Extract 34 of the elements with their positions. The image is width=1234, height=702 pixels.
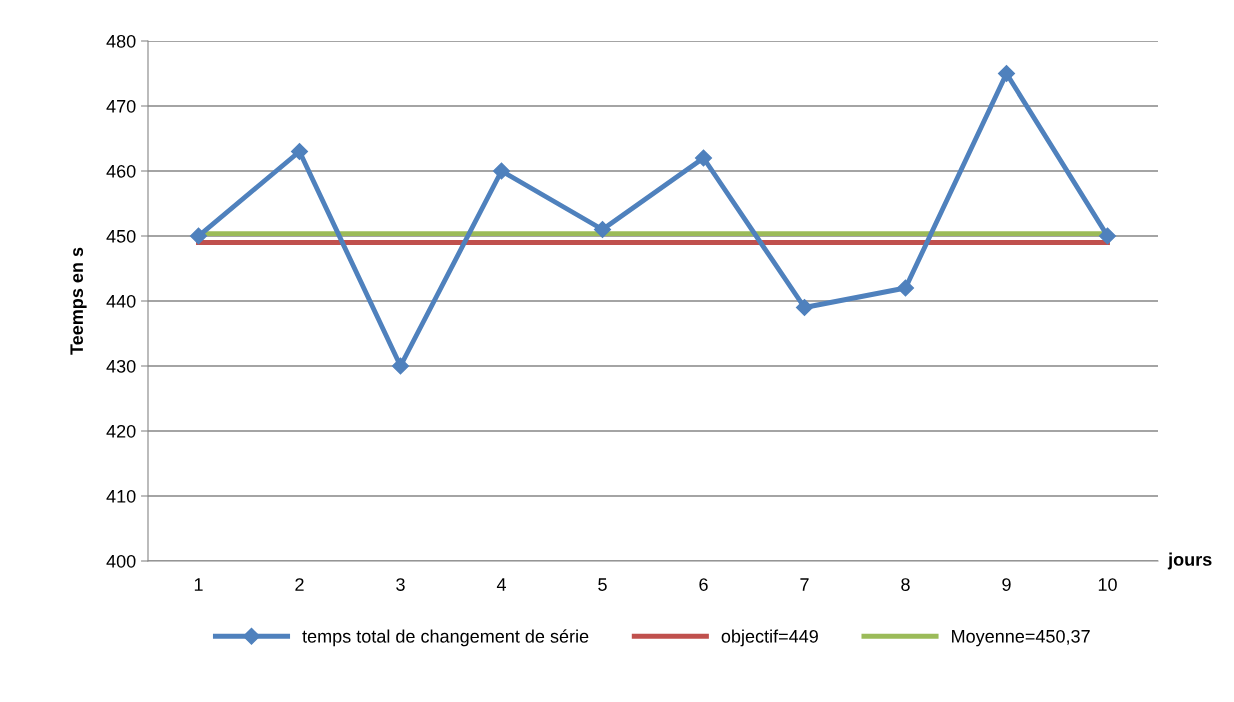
y-tick-label: 410 [106,489,136,503]
point [997,64,1016,83]
point [795,298,814,317]
point [593,220,612,239]
y-axis-title: Teemps en s [70,247,87,355]
x-tick-label: 7 [800,578,809,591]
x-tick-label: 6 [699,578,708,591]
x-tick-label: 2 [295,578,304,591]
x-tick-label: 10 [1098,578,1117,591]
point [694,149,713,167]
y-tick-label: 450 [106,229,136,243]
y-tick-label: 470 [106,99,136,113]
y-tick-label: 400 [106,554,136,568]
x-tick-label: 1 [194,578,203,591]
x-tick-label: 9 [1002,578,1011,591]
x-tick-label: 5 [598,578,607,591]
x-axis-title: jours [1167,552,1212,570]
legend-label: temps total de changement de série [302,629,589,647]
y-tick-label: 430 [106,359,136,373]
y-tick-label: 440 [106,294,136,308]
x-tick-label: 4 [496,578,506,591]
legend-label: objectif=449 [721,629,818,647]
point [1098,227,1117,245]
point [896,279,915,297]
y-tick-label: 480 [106,34,136,48]
x-tick-label: 3 [396,578,405,591]
legend-label: Moyenne=450,37 [952,629,1090,647]
y-tick-label: 420 [106,424,136,438]
x-tick-label: 8 [901,578,910,591]
point [290,142,309,161]
point [492,162,511,180]
point [391,357,410,375]
point [189,227,208,245]
y-tick-label: 460 [106,164,136,178]
